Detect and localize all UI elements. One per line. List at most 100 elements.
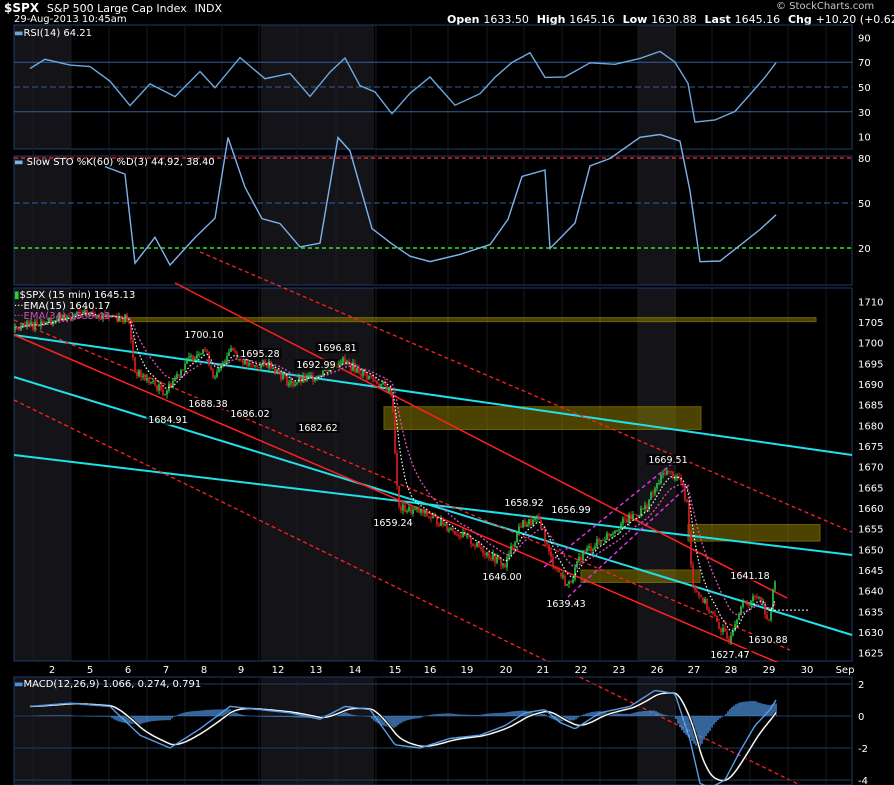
macd-hist-bar [697, 716, 699, 748]
candle-body [476, 541, 478, 547]
macd-hist-bar [427, 715, 429, 716]
macd-hist-bar [763, 704, 765, 716]
macd-hist-bar [733, 705, 735, 716]
stoch-panel: 80 50 20 [14, 133, 871, 267]
candle-body [530, 519, 532, 525]
candle-body [712, 611, 714, 615]
candle-body [396, 452, 398, 486]
candle-body [554, 566, 556, 569]
macd-hist-bar [407, 716, 409, 721]
candle-body [770, 610, 772, 620]
candle-body [16, 326, 18, 329]
candle-body [496, 556, 498, 563]
macd-hist-bar [687, 716, 689, 737]
candle-body [64, 314, 66, 321]
macd-hist-bar [541, 713, 543, 716]
macd-hist-bar [767, 704, 769, 716]
macd-hist-bar [125, 716, 127, 724]
rsi-label-text: RSI(14) 64.21 [23, 28, 93, 39]
macd-hist-bar [185, 712, 187, 716]
candle-body [494, 553, 496, 563]
candle-body [448, 529, 450, 531]
annotation-1659.24: 1659.24 [373, 518, 412, 529]
macd-hist-bar [351, 714, 353, 716]
red-dashed-1 [13, 399, 801, 785]
macd-hist-bar [655, 711, 657, 716]
candle-body [432, 516, 434, 519]
macd-hist-bar [95, 716, 97, 717]
macd-hist-bar [49, 715, 51, 716]
symbol-title[interactable]: $SPX [4, 1, 40, 15]
macd-hist-bar [391, 716, 393, 728]
macd-hist-bar [725, 714, 727, 716]
candle-body [742, 601, 744, 607]
macd-hist-bar [751, 701, 753, 716]
candle-body [374, 380, 376, 382]
candle-body [56, 319, 58, 321]
candle-body [616, 530, 618, 532]
macd-label-text: MACD(12,26,9) 1.066, 0.274, 0.791 [23, 679, 202, 690]
candle-body [372, 377, 374, 381]
candle-body [756, 596, 758, 598]
x-label-21: 21 [537, 665, 550, 676]
candle-body [556, 568, 558, 570]
candle-body [158, 384, 160, 391]
candle-body [656, 483, 658, 489]
annotation-1658.92: 1658.92 [504, 498, 543, 509]
candle-body [706, 598, 708, 610]
macd-hist-bar [261, 716, 263, 717]
candle-body [48, 317, 50, 323]
candle-body [124, 314, 126, 322]
macd-line [29, 689, 777, 785]
macd-hist-bar [741, 702, 743, 716]
price-tick-1680: 1680 [858, 421, 883, 432]
annotation-1692.99: 1692.99 [296, 360, 335, 371]
macd-hist-bar [755, 701, 757, 716]
rsi-panel: 90 70 50 30 10 [14, 33, 871, 144]
candle-body [144, 375, 146, 381]
macd-hist-bar [663, 714, 665, 716]
candle-body [186, 358, 188, 364]
candle-body [306, 375, 308, 381]
candle-body [270, 361, 272, 369]
candle-body [26, 321, 28, 326]
ema15-label-text: EMA(15) 1640.17 [23, 301, 111, 312]
macd-hist-bar [659, 713, 661, 716]
candle-body [734, 624, 736, 632]
candle-body [24, 323, 26, 326]
candle-body [428, 516, 430, 518]
annotation-1686.02: 1686.02 [230, 409, 269, 420]
annotation-1659.24-bg [371, 517, 415, 528]
candle-body [304, 375, 306, 381]
x-label-26: 26 [651, 665, 664, 676]
macd-hist-bar [381, 716, 383, 726]
candle-body [670, 471, 672, 473]
candle-body [20, 326, 22, 330]
macd-hist-bar [593, 711, 595, 716]
macd-hist-bar [483, 714, 485, 716]
candle-body [258, 367, 260, 369]
candle-body [310, 375, 312, 377]
candle-body [348, 361, 350, 363]
annotation-1630.88-bg [746, 634, 790, 645]
x-label-15: 15 [389, 665, 402, 676]
chg-value: +10.20 (+0.62%) [815, 13, 894, 26]
candle-body [640, 508, 642, 516]
macd-hist-bar [97, 716, 99, 717]
candle-body [58, 314, 60, 320]
macd-hist-bar [467, 714, 469, 716]
candle-body [284, 374, 286, 376]
candle-body [518, 526, 520, 532]
candle-body [86, 310, 88, 316]
shaded-week-0-1 [14, 156, 71, 285]
macd-hist-bar [529, 712, 531, 716]
candle-body [138, 370, 140, 377]
candle-body [170, 383, 172, 388]
candle-body [376, 380, 378, 384]
macd-hist-bar [241, 714, 243, 716]
candle-body [702, 597, 704, 603]
candle-body [278, 369, 280, 373]
candle-body [744, 601, 746, 603]
candle-body [90, 311, 92, 314]
candle-body [498, 556, 500, 560]
